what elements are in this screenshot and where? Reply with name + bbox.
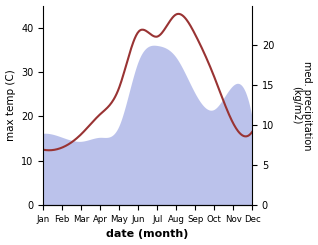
Y-axis label: med. precipitation
(kg/m2): med. precipitation (kg/m2): [291, 61, 313, 150]
X-axis label: date (month): date (month): [107, 230, 189, 239]
Y-axis label: max temp (C): max temp (C): [5, 70, 16, 141]
